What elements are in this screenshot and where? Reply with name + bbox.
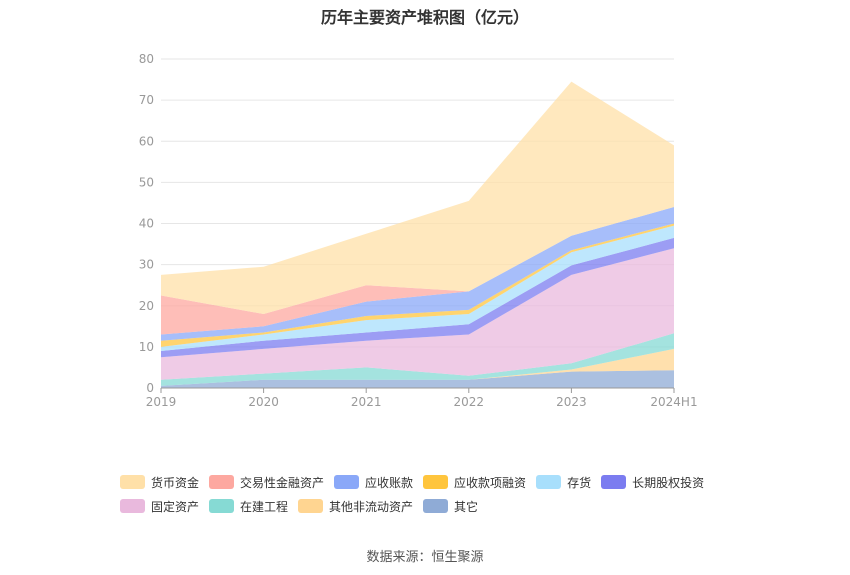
legend-item[interactable]: 存货 [536, 474, 591, 491]
y-tick-label: 10 [139, 340, 154, 354]
area-series-4 [161, 237, 674, 358]
area-series-8 [161, 207, 674, 335]
legend-label: 存货 [567, 475, 592, 490]
legend-item[interactable]: 应收账款 [334, 474, 413, 491]
legend-swatch [423, 499, 449, 513]
y-tick-label: 30 [139, 258, 154, 272]
legend-swatch [298, 499, 324, 513]
legend-label: 其它 [454, 499, 479, 514]
y-tick-label: 60 [139, 134, 154, 148]
legend-label: 交易性金融资产 [240, 475, 325, 490]
y-tick-label: 50 [139, 175, 154, 189]
legend-item[interactable]: 交易性金融资产 [209, 474, 324, 491]
legend-label: 固定资产 [151, 499, 200, 514]
legend-label: 在建工程 [240, 499, 289, 514]
legend: 货币资金 交易性金融资产 应收账款 应收款项融资 存货 长期股权投资固定资产 在建工程 其他非… [120, 470, 740, 518]
legend-label: 应收账款 [365, 475, 414, 490]
y-tick-label: 20 [139, 299, 154, 313]
stacked-area-chart: 0 10 20 30 40 50 60 70 80 2019 2020 2021 2022 2023 202… [139, 52, 698, 409]
y-tick-label: 40 [139, 217, 154, 231]
y-tick-label: 70 [139, 93, 154, 107]
legend-item[interactable]: 在建工程 [209, 498, 288, 515]
x-tick-label: 2020 [248, 395, 279, 409]
legend-item[interactable]: 应收款项融资 [423, 474, 526, 491]
legend-swatch [209, 499, 235, 513]
legend-item[interactable]: 其它 [423, 498, 478, 515]
legend-item[interactable]: 其他非流动资产 [298, 498, 413, 515]
legend-item[interactable]: 货币资金 [120, 474, 199, 491]
legend-label: 长期股权投资 [632, 475, 705, 490]
area-series-5 [161, 225, 674, 351]
legend-swatch [120, 499, 145, 513]
legend-swatch [334, 475, 360, 489]
x-tick-label: 2023 [556, 395, 587, 409]
legend-swatch [536, 475, 562, 489]
x-tick-label: 2022 [454, 395, 485, 409]
legend-item[interactable]: 长期股权投资 [601, 474, 704, 491]
legend-label: 货币资金 [151, 475, 200, 490]
source-note: 数据来源：恒生聚源 [366, 550, 484, 565]
x-tick-label: 2024H1 [650, 395, 697, 409]
area-series-3 [161, 248, 674, 380]
chart-title: 历年主要资产堆积图（亿元） [320, 8, 529, 27]
area-series-2 [161, 333, 674, 386]
legend-swatch [120, 475, 145, 489]
legend-row: 货币资金 交易性金融资产 应收账款 应收款项融资 存货 长期股权投资 [120, 470, 740, 494]
legend-row: 固定资产 在建工程 其他非流动资产 其它 [120, 494, 740, 518]
legend-swatch [423, 475, 449, 489]
y-tick-label: 80 [139, 52, 154, 66]
legend-item[interactable]: 固定资产 [120, 498, 199, 515]
x-tick-label: 2019 [146, 395, 177, 409]
legend-swatch [601, 475, 627, 489]
area-series-0 [161, 370, 674, 388]
legend-label: 其他非流动资产 [329, 499, 414, 514]
y-tick-label: 0 [146, 381, 154, 395]
legend-swatch [209, 475, 235, 489]
x-tick-label: 2021 [351, 395, 382, 409]
legend-label: 应收款项融资 [454, 475, 527, 490]
area-series-9 [161, 81, 674, 314]
